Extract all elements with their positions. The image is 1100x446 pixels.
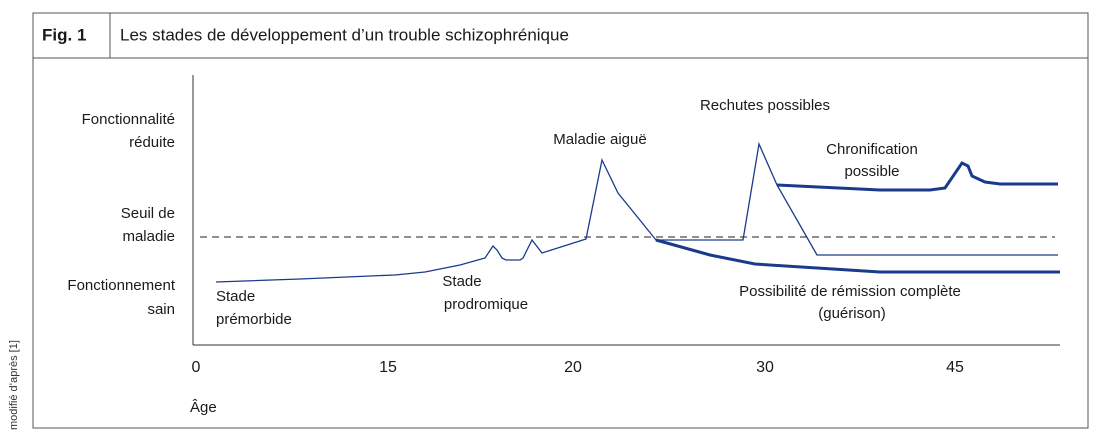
y-label: sain bbox=[147, 301, 175, 318]
chronic-line bbox=[776, 161, 1058, 192]
x-tick-label: 0 bbox=[192, 359, 201, 376]
course-line bbox=[215, 141, 1058, 283]
y-label: Fonctionnalité bbox=[82, 111, 175, 128]
annotation: prémorbide bbox=[216, 311, 292, 328]
annotation: (guérison) bbox=[818, 305, 886, 322]
y-labels: Fonctionnalité réduite Seuil de maladie … bbox=[67, 111, 175, 318]
x-ticks: 0 15 20 30 45 bbox=[192, 359, 964, 376]
x-tick-label: 15 bbox=[379, 359, 397, 376]
x-tick-label: 30 bbox=[756, 359, 774, 376]
y-label: maladie bbox=[122, 228, 175, 245]
y-label: Fonctionnement bbox=[67, 277, 175, 294]
fig-label: Fig. 1 bbox=[42, 25, 86, 44]
annotation: Rechutes possibles bbox=[700, 97, 830, 114]
annotation: prodromique bbox=[444, 296, 528, 313]
annotations: Maladie aiguë Rechutes possibles Chronif… bbox=[216, 97, 961, 328]
y-label: réduite bbox=[129, 134, 175, 151]
remission-line bbox=[655, 238, 1060, 274]
source-note: modifié d’après [1] bbox=[8, 340, 20, 430]
x-tick-label: 20 bbox=[564, 359, 582, 376]
annotation: Maladie aiguë bbox=[553, 131, 646, 148]
frame bbox=[32, 12, 1089, 429]
y-label: Seuil de bbox=[121, 205, 175, 222]
x-tick-label: 45 bbox=[946, 359, 964, 376]
fig-title: Les stades de développement d’un trouble… bbox=[120, 25, 569, 44]
annotation: Possibilité de rémission complète bbox=[739, 283, 961, 300]
annotation: Stade bbox=[442, 273, 481, 290]
annotation: Stade bbox=[216, 288, 255, 305]
x-label: Âge bbox=[190, 399, 217, 416]
annotation: Chronification bbox=[826, 141, 918, 158]
annotation: possible bbox=[844, 163, 899, 180]
